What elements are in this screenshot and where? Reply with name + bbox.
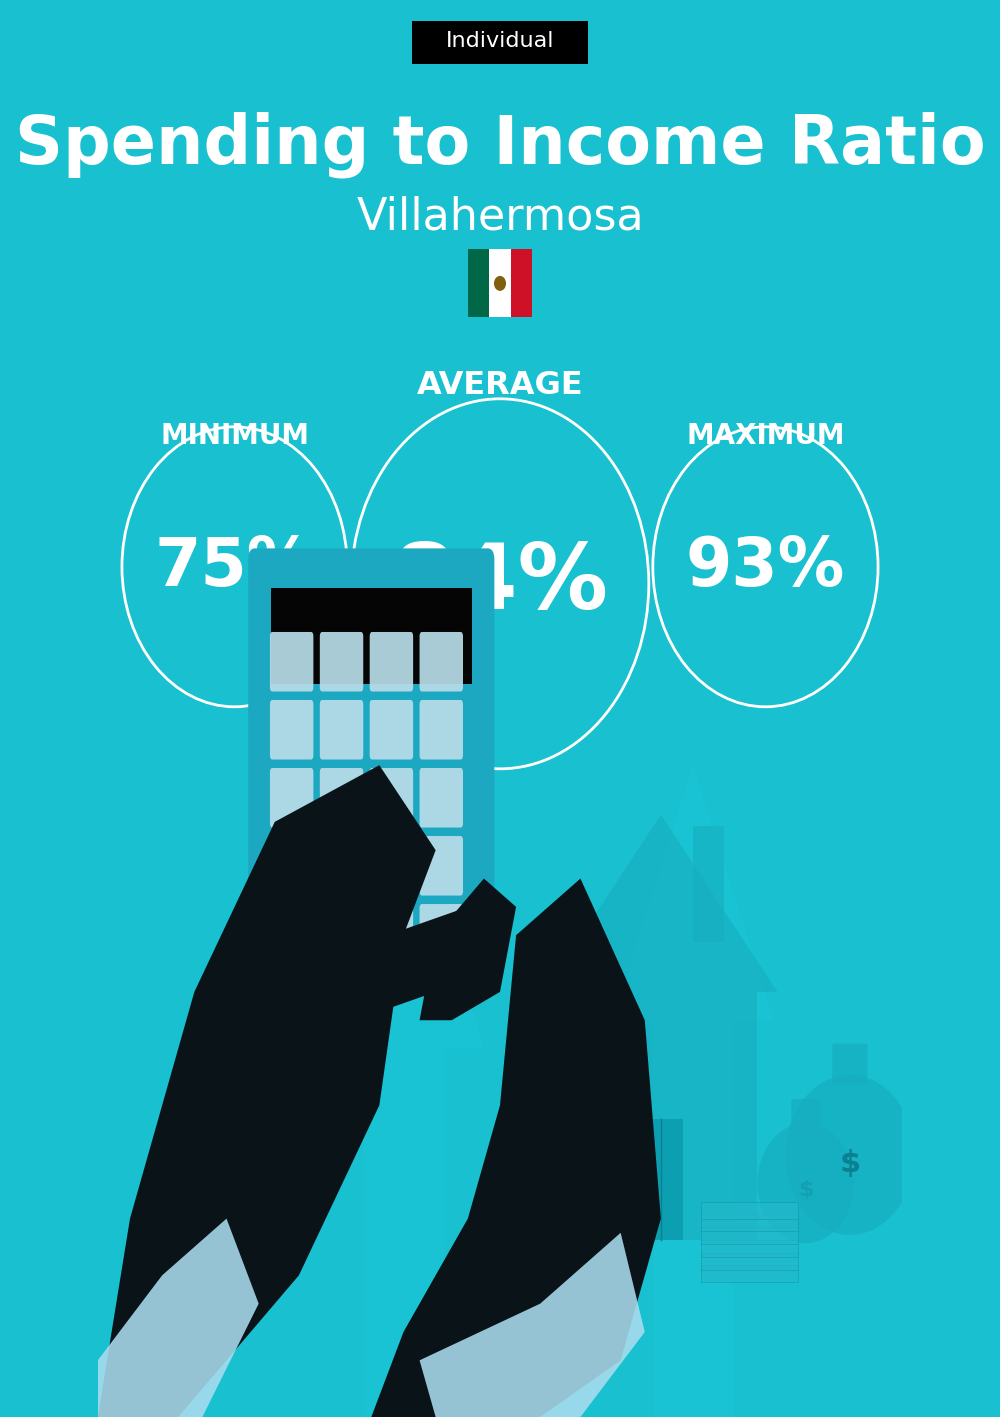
FancyBboxPatch shape — [701, 1240, 798, 1257]
FancyBboxPatch shape — [701, 1214, 798, 1231]
Text: Villahermosa: Villahermosa — [356, 196, 644, 238]
FancyBboxPatch shape — [420, 836, 463, 896]
Text: $: $ — [839, 1149, 861, 1178]
FancyBboxPatch shape — [270, 700, 313, 760]
FancyBboxPatch shape — [420, 700, 463, 760]
Polygon shape — [420, 1233, 645, 1417]
FancyBboxPatch shape — [791, 1100, 820, 1134]
Text: MINIMUM: MINIMUM — [160, 422, 309, 451]
FancyBboxPatch shape — [320, 904, 363, 964]
FancyBboxPatch shape — [701, 1265, 798, 1282]
FancyBboxPatch shape — [832, 1044, 868, 1085]
Ellipse shape — [494, 276, 506, 290]
Polygon shape — [323, 794, 484, 1417]
FancyBboxPatch shape — [701, 1227, 798, 1244]
FancyBboxPatch shape — [320, 700, 363, 760]
FancyBboxPatch shape — [420, 768, 463, 828]
FancyBboxPatch shape — [701, 1202, 798, 1219]
Polygon shape — [98, 765, 436, 1417]
Text: MAXIMUM: MAXIMUM — [686, 422, 845, 451]
Polygon shape — [323, 907, 484, 1020]
FancyBboxPatch shape — [468, 249, 489, 317]
FancyBboxPatch shape — [370, 700, 413, 760]
FancyBboxPatch shape — [420, 904, 463, 964]
FancyBboxPatch shape — [701, 1253, 798, 1270]
Text: 84%: 84% — [392, 540, 608, 628]
FancyBboxPatch shape — [370, 632, 413, 691]
FancyBboxPatch shape — [270, 768, 313, 828]
FancyBboxPatch shape — [489, 249, 511, 317]
FancyBboxPatch shape — [370, 904, 413, 964]
Polygon shape — [544, 815, 778, 992]
Polygon shape — [420, 879, 516, 1020]
FancyBboxPatch shape — [320, 836, 363, 896]
FancyBboxPatch shape — [420, 632, 463, 691]
FancyBboxPatch shape — [370, 836, 413, 896]
FancyBboxPatch shape — [564, 992, 757, 1240]
Polygon shape — [98, 1219, 259, 1417]
Text: Individual: Individual — [446, 31, 554, 51]
FancyBboxPatch shape — [693, 826, 724, 942]
FancyBboxPatch shape — [370, 768, 413, 828]
Text: 75%: 75% — [155, 534, 314, 599]
FancyBboxPatch shape — [270, 836, 313, 896]
FancyBboxPatch shape — [271, 588, 472, 684]
FancyBboxPatch shape — [320, 632, 363, 691]
FancyBboxPatch shape — [270, 632, 313, 691]
FancyBboxPatch shape — [412, 21, 588, 64]
FancyBboxPatch shape — [638, 1119, 683, 1240]
FancyBboxPatch shape — [320, 768, 363, 828]
Polygon shape — [371, 879, 661, 1417]
Polygon shape — [613, 765, 773, 1417]
Ellipse shape — [786, 1076, 914, 1234]
Text: AVERAGE: AVERAGE — [417, 370, 583, 401]
Text: Spending to Income Ratio: Spending to Income Ratio — [15, 112, 985, 177]
FancyBboxPatch shape — [511, 249, 532, 317]
Text: $: $ — [798, 1180, 813, 1200]
Ellipse shape — [757, 1124, 854, 1243]
Text: 93%: 93% — [686, 534, 845, 599]
FancyBboxPatch shape — [248, 548, 494, 996]
FancyBboxPatch shape — [270, 904, 313, 964]
